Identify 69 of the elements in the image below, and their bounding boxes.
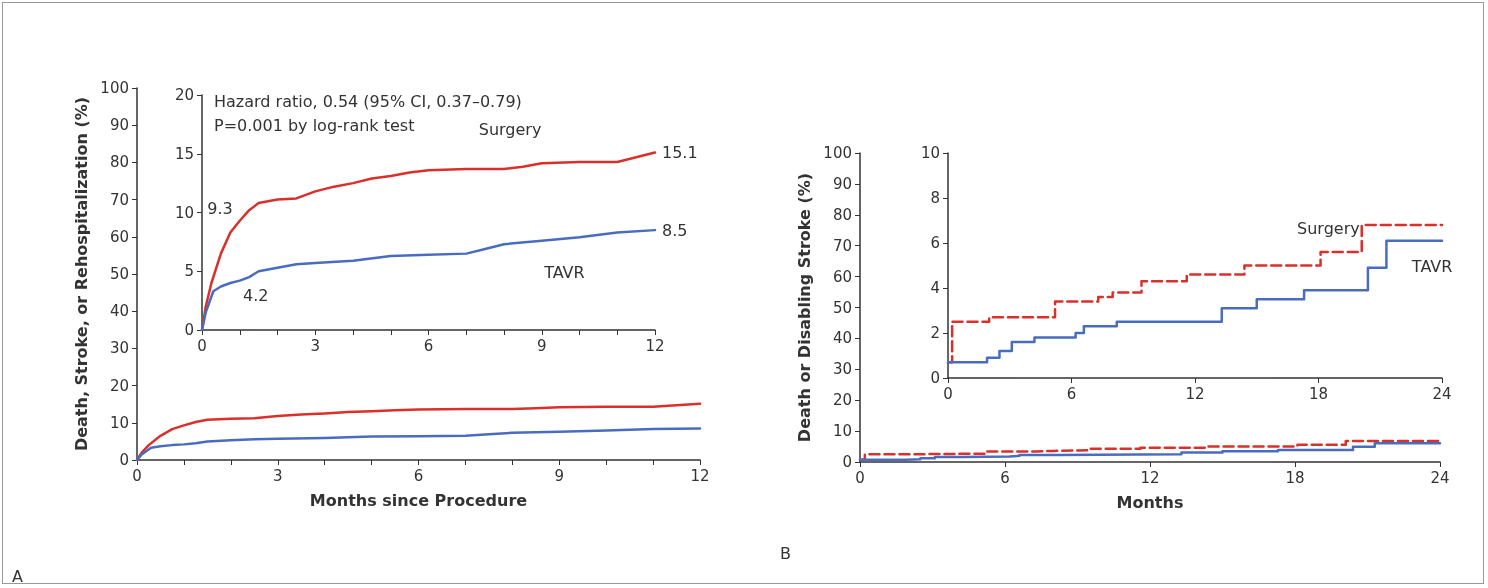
y-tick-label: 8	[930, 189, 940, 207]
y-tick-label: 10	[109, 413, 129, 432]
y-tick-label: 40	[832, 329, 852, 348]
y-tick-label: 100	[100, 79, 129, 97]
y-tick-label: 20	[109, 376, 129, 395]
data-label: 15.1	[662, 143, 698, 163]
series-label: Surgery	[478, 119, 542, 139]
x-tick-label: 24	[1432, 384, 1452, 403]
x-tick-label: 6	[1066, 384, 1077, 403]
y-tick-label: 60	[832, 267, 852, 286]
x-tick-label: 12	[645, 336, 665, 355]
y-tick-label: 70	[109, 190, 129, 209]
y-axis-title: Death, Stroke, or Rehospitalization (%)	[71, 96, 91, 452]
x-tick-label: 3	[310, 336, 321, 355]
y-tick-label: 0	[184, 321, 194, 339]
data-label: 9.3	[207, 199, 233, 219]
y-tick-label: 15	[174, 144, 194, 163]
y-axis-title: Death or Disabling Stroke (%)	[794, 172, 814, 443]
x-tick-label: 12	[690, 466, 710, 485]
y-tick-label: 90	[109, 116, 129, 135]
series-label: TAVR	[1410, 257, 1453, 277]
y-tick-label: 60	[109, 227, 129, 246]
y-tick-label: 80	[109, 153, 129, 172]
y-tick-label: 100	[823, 144, 852, 162]
y-tick-label: 50	[109, 265, 129, 283]
text: A	[12, 566, 23, 586]
x-tick-label: 0	[943, 384, 953, 403]
y-tick-label: 0	[119, 451, 129, 469]
x-tick-label: 12	[1140, 468, 1160, 487]
y-tick-label: 10	[174, 203, 194, 222]
x-tick-label: 18	[1285, 468, 1305, 487]
x-tick-label: 24	[1430, 468, 1450, 487]
x-axis-title: Months since Procedure	[309, 490, 528, 510]
series-label: Surgery	[1297, 218, 1360, 238]
x-tick-label: 12	[1185, 384, 1205, 403]
y-tick-label: 0	[930, 369, 940, 387]
x-tick-label: 6	[1000, 468, 1010, 487]
x-tick-label: 6	[423, 336, 434, 355]
y-tick-label: 6	[930, 234, 940, 252]
y-tick-label: 2	[930, 324, 940, 342]
annotation: P=0.001 by log-rank test	[214, 115, 415, 135]
y-tick-label: 0	[842, 453, 852, 471]
data-label: 8.5	[662, 220, 688, 240]
y-tick-label: 30	[109, 339, 129, 358]
x-tick-label: 3	[272, 466, 283, 485]
y-tick-label: 5	[184, 262, 194, 281]
x-axis-title: Months	[1116, 492, 1184, 512]
y-tick-label: 80	[832, 205, 852, 224]
x-tick-label: 9	[554, 466, 565, 485]
annotation: Hazard ratio, 0.54 (95% CI, 0.37–0.79)	[214, 91, 522, 111]
x-tick-label: 0	[132, 466, 142, 485]
y-tick-label: 10	[920, 144, 940, 162]
x-tick-label: 0	[197, 336, 207, 355]
y-tick-label: 20	[174, 86, 194, 104]
y-tick-label: 50	[832, 298, 852, 317]
y-tick-label: 70	[832, 236, 852, 255]
series-label: TAVR	[543, 263, 585, 283]
y-tick-label: 20	[832, 391, 852, 410]
text: B	[780, 543, 791, 563]
x-tick-label: 6	[413, 466, 424, 485]
y-tick-label: 40	[109, 302, 129, 321]
y-tick-label: 30	[832, 360, 852, 379]
x-tick-label: 18	[1308, 384, 1329, 403]
x-tick-label: 0	[855, 468, 865, 487]
y-tick-label: 10	[832, 422, 852, 441]
y-tick-label: 4	[930, 279, 940, 297]
y-tick-label: 90	[832, 174, 852, 193]
x-tick-label: 9	[536, 336, 547, 355]
data-label: 4.2	[243, 286, 269, 306]
